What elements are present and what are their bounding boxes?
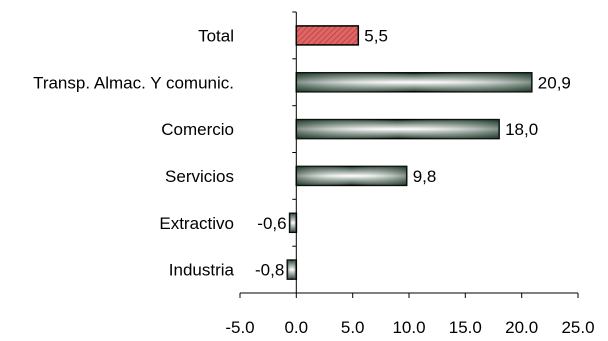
value-tick-label: -5.0 <box>225 318 254 337</box>
bar-shading <box>296 72 532 92</box>
value-tick-label: 15.0 <box>449 318 482 337</box>
category-label: Comercio <box>161 120 234 139</box>
bar-total <box>295 25 360 46</box>
value-tick-label: 10.0 <box>392 318 425 337</box>
axes <box>239 11 579 298</box>
category-label: Industria <box>169 261 235 280</box>
labels-layer: Total 5,5 Transp. Almac. Y comunic. 20,9 Com… <box>33 26 594 337</box>
value-tick-label: 20.0 <box>505 318 538 337</box>
value-tick-label: 25.0 <box>561 318 594 337</box>
value-label: 20,9 <box>538 73 571 92</box>
value-label: -0,6 <box>257 214 286 233</box>
category-label: Total <box>198 26 234 45</box>
bar-shading <box>289 213 297 233</box>
category-label: Servicios <box>165 167 234 186</box>
bar-shading <box>296 119 500 139</box>
value-label: 5,5 <box>364 26 388 45</box>
bars-layer <box>286 25 533 280</box>
category-label: Transp. Almac. Y comunic. <box>33 73 234 92</box>
value-label: 18,0 <box>505 120 538 139</box>
value-tick-label: 5.0 <box>341 318 365 337</box>
bar-shading <box>296 166 407 186</box>
value-tick-label: 0.0 <box>284 318 308 337</box>
category-label: Extractivo <box>159 214 234 233</box>
value-label: 9,8 <box>413 167 437 186</box>
bar-shading <box>287 260 297 280</box>
value-label: -0,8 <box>255 261 284 280</box>
